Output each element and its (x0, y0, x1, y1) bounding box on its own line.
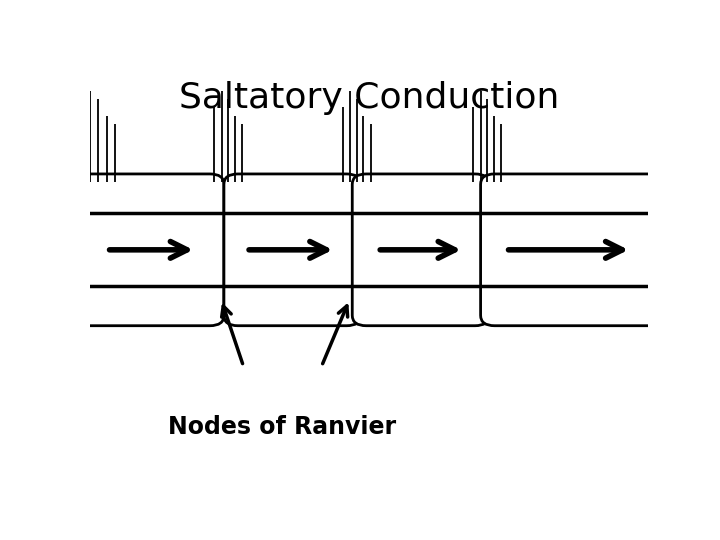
FancyBboxPatch shape (481, 174, 665, 326)
FancyBboxPatch shape (352, 174, 489, 326)
Text: Saltatory Conduction: Saltatory Conduction (179, 81, 559, 115)
FancyBboxPatch shape (76, 174, 224, 326)
FancyBboxPatch shape (224, 174, 361, 326)
Text: Nodes of Ranvier: Nodes of Ranvier (168, 415, 397, 438)
Bar (90, 213, 648, 286)
